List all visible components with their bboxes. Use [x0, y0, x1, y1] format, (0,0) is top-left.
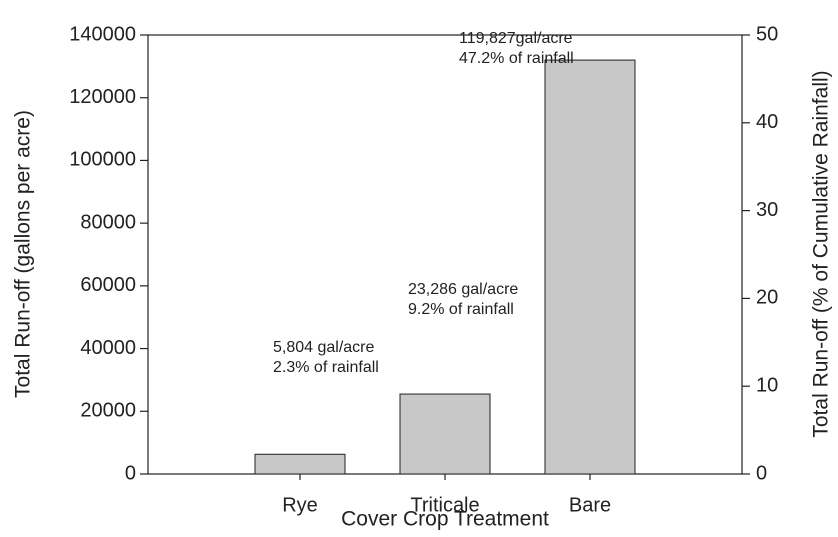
bar — [254, 453, 346, 475]
x-tick-label: Triticale — [410, 494, 479, 516]
annotation: 23,286 gal/acre — [408, 281, 518, 298]
annotation: 47.2% of rainfall — [459, 50, 574, 67]
y2-tick-label: 20 — [756, 287, 778, 309]
y2-tick-label: 50 — [756, 23, 778, 45]
y-axis-label: Total Run-off (gallons per acre) — [12, 110, 35, 398]
y2-tick-label: 10 — [756, 374, 778, 396]
y-tick-label: 120000 — [69, 86, 136, 108]
bar — [399, 393, 491, 475]
y-tick-label: 140000 — [69, 23, 136, 45]
annotation: 2.3% of rainfall — [273, 359, 379, 376]
y-tick-label: 40000 — [80, 337, 136, 359]
x-tick-label: Rye — [282, 494, 318, 516]
annotation: 119,827gal/acre — [459, 30, 573, 47]
y-tick-label: 100000 — [69, 149, 136, 171]
annotation: 9.2% of rainfall — [408, 301, 514, 318]
x-tick-label: Bare — [569, 494, 611, 516]
y2-tick-label: 0 — [756, 462, 767, 484]
y2-tick-label: 30 — [756, 199, 778, 221]
y-tick-label: 20000 — [80, 400, 136, 422]
y2-axis-label: Total Run-off (% of Cumulative Rainfall) — [810, 70, 833, 437]
x-axis-label: Cover Crop Treatment — [341, 508, 549, 531]
annotation: 5,804 gal/acre — [273, 339, 375, 356]
y2-tick-label: 40 — [756, 111, 778, 133]
y-tick-label: 0 — [125, 462, 136, 484]
y-tick-label: 80000 — [80, 211, 136, 233]
bar — [544, 59, 636, 475]
y-tick-label: 60000 — [80, 274, 136, 296]
